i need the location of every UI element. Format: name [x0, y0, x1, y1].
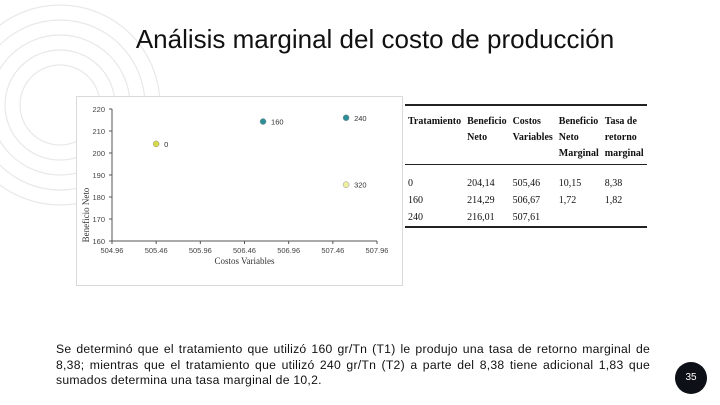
- table-cell: 240: [408, 212, 423, 223]
- table-row: 160 214,29 506,67 1,72 1,82: [405, 192, 647, 209]
- point-label: 240: [354, 114, 367, 123]
- y-tick-label: 200: [92, 149, 105, 158]
- scatter-chart: 160 170 180 190 200 210 220 504.96 505.46 505.96 5…: [76, 96, 403, 286]
- slide-title: Análisis marginal del costo de producció…: [135, 24, 615, 54]
- y-tick-label: 190: [92, 171, 105, 180]
- x-tick-label: 504.96: [101, 246, 124, 255]
- table-header-cell: Costos Variables: [512, 116, 553, 143]
- scatter-point: [342, 181, 350, 188]
- page-number-badge: 35: [675, 362, 707, 394]
- table-header-cell: Beneficio Neto: [467, 116, 507, 143]
- table-header-cell: Tasa de retorno marginal: [604, 116, 644, 159]
- table-cell: 506,67: [512, 195, 541, 206]
- table-cell: 1,82: [604, 195, 623, 206]
- x-tick-label: 507.96: [366, 246, 389, 255]
- table-cell: 1,72: [558, 195, 577, 206]
- scatter-point: [342, 114, 350, 121]
- table-cell: 507,61: [512, 212, 541, 223]
- table-cell: [602, 209, 647, 227]
- point-label: 320: [354, 181, 367, 190]
- point-label: 0: [164, 140, 168, 149]
- y-tick-label: 170: [92, 215, 105, 224]
- y-axis-title: Beneficio Neto: [81, 187, 91, 242]
- table-cell: 505,46: [512, 178, 541, 189]
- table-row: 0 204,14 505,46 10,15 8,38: [405, 175, 647, 192]
- table-header-cell: Tratamiento: [408, 116, 462, 127]
- x-tick-label: 505.46: [145, 246, 168, 255]
- data-table: Tratamiento Beneficio Neto Costos Variab…: [405, 104, 647, 227]
- y-tick-label: 210: [92, 127, 105, 136]
- chart-svg: 160 170 180 190 200 210 220 504.96 505.46 505.96 5…: [81, 105, 389, 266]
- table-header-row: Tratamiento Beneficio Neto Costos Variab…: [405, 105, 647, 165]
- table-cell: 214,29: [467, 195, 495, 206]
- x-tick-label: 505.96: [189, 246, 212, 255]
- table-cell: 216,01: [467, 212, 495, 223]
- table-row: 240 216,01 507,61: [405, 209, 647, 227]
- scatter-point: [152, 140, 160, 148]
- x-tick-label: 507.46: [321, 246, 344, 255]
- x-tick-label: 506.96: [277, 246, 300, 255]
- table-cell: 8,38: [604, 178, 623, 189]
- scatter-point: [259, 118, 267, 125]
- table-cell: [556, 209, 602, 227]
- table-cell: 10,15: [558, 178, 582, 189]
- y-tick-label: 160: [92, 237, 105, 246]
- table-cell: 204,14: [467, 178, 495, 189]
- x-axis-title: Costos Variables: [214, 256, 275, 266]
- point-label: 160: [271, 118, 284, 127]
- table-header-cell: Beneficio Neto Marginal: [558, 116, 599, 159]
- y-tick-label: 180: [92, 193, 105, 202]
- table-cell: 0: [408, 178, 413, 189]
- conclusion-text: Se determinó que el tratamiento que util…: [56, 342, 650, 387]
- x-tick-label: 506.46: [233, 246, 256, 255]
- table-cell: 160: [408, 195, 423, 206]
- y-tick-label: 220: [92, 105, 105, 114]
